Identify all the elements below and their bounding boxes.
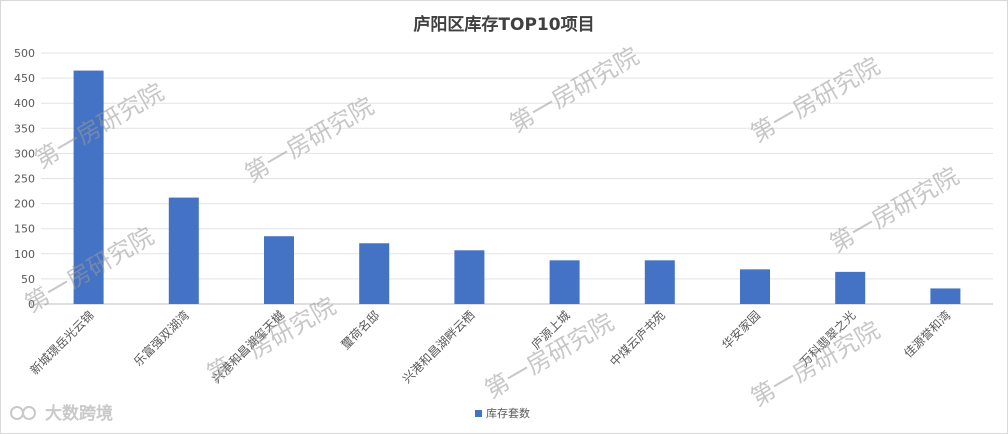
y-tick-label: 300 xyxy=(14,147,35,160)
gridlines xyxy=(41,52,993,305)
bar xyxy=(549,260,580,304)
bars xyxy=(73,70,961,304)
y-axis-ticks: 0 50 100 150 200 250 300 350 400 450 500 xyxy=(14,47,35,311)
x-tick-label: 中煤云庐书苑 xyxy=(606,308,668,370)
watermark-text: 第一房研究院 xyxy=(202,292,341,388)
bar xyxy=(454,250,485,304)
chart-title: 庐阳区库存TOP10项目 xyxy=(413,14,594,35)
bar xyxy=(930,288,961,304)
y-tick-label: 200 xyxy=(14,198,35,211)
x-tick-label: 乐富强双湖湾 xyxy=(130,308,192,370)
legend-swatch xyxy=(475,410,482,417)
y-tick-label: 150 xyxy=(14,223,35,236)
bar xyxy=(835,271,866,304)
x-tick-label: 佳源誉和湾 xyxy=(900,308,953,361)
x-tick-label: 兴港和昌湖畔云栖 xyxy=(399,308,477,386)
bar xyxy=(264,236,294,304)
y-tick-label: 450 xyxy=(14,72,35,85)
legend: 库存套数 xyxy=(475,406,530,420)
bar xyxy=(359,243,390,304)
y-tick-label: 100 xyxy=(14,248,35,261)
bar xyxy=(73,70,104,304)
x-tick-label: 新城璟岳光云锦 xyxy=(27,308,97,378)
y-tick-label: 350 xyxy=(14,122,35,135)
y-tick-label: 0 xyxy=(28,298,35,311)
watermark-text: 第一房研究院 xyxy=(240,92,379,188)
brand-watermark: 大数跨境 xyxy=(10,403,113,424)
bar xyxy=(644,260,675,304)
watermark-text: 第一房研究院 xyxy=(746,52,885,148)
watermark-text: 第一房研究院 xyxy=(825,162,964,258)
bar xyxy=(740,269,770,304)
y-tick-label: 250 xyxy=(14,173,35,186)
y-tick-label: 400 xyxy=(14,97,35,110)
watermark-text: 第一房研究院 xyxy=(505,42,644,138)
brand-text: 大数跨境 xyxy=(45,403,113,424)
x-tick-label: 华安家园 xyxy=(719,308,764,353)
y-tick-label: 500 xyxy=(14,47,35,60)
x-tick-label: 璽荷名邸 xyxy=(338,308,383,353)
watermark-text: 第一房研究院 xyxy=(746,316,885,412)
legend-label: 库存套数 xyxy=(486,406,530,420)
bar xyxy=(168,197,199,304)
y-tick-label: 50 xyxy=(21,273,35,286)
